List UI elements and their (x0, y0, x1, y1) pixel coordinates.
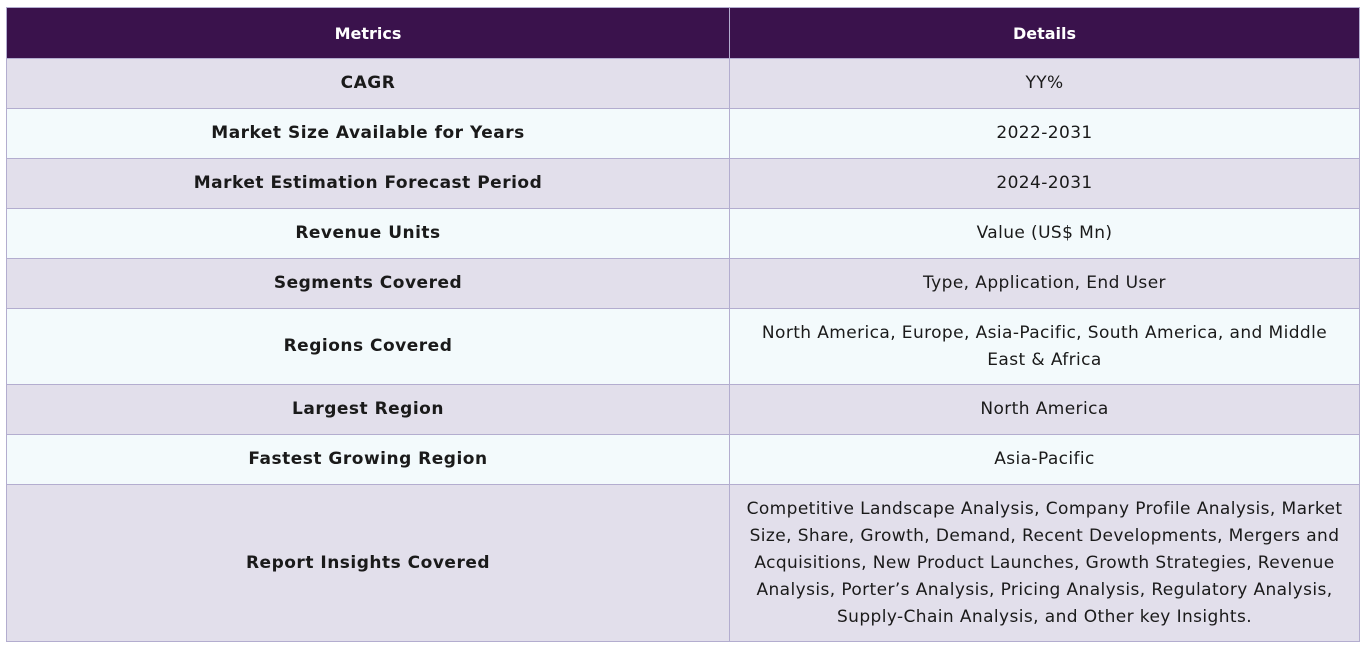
table-row: CAGR YY% (6, 58, 1360, 109)
column-header-metrics: Metrics (6, 7, 730, 59)
table-row: Regions Covered North America, Europe, A… (6, 308, 1360, 385)
table-row: Report Insights Covered Competitive Land… (6, 484, 1360, 642)
report-metrics-table: Metrics Details CAGR YY% Market Size Ava… (6, 7, 1360, 642)
detail-cell: Value (US$ Mn) (729, 208, 1360, 259)
detail-cell: Type, Application, End User (729, 258, 1360, 309)
column-header-details: Details (729, 7, 1360, 59)
detail-cell: YY% (729, 58, 1360, 109)
detail-cell: 2024-2031 (729, 158, 1360, 209)
metric-cell: Revenue Units (6, 208, 730, 259)
table-row: Market Size Available for Years 2022-203… (6, 108, 1360, 159)
table-row: Market Estimation Forecast Period 2024-2… (6, 158, 1360, 209)
detail-cell: North America (729, 384, 1360, 435)
table-row: Fastest Growing Region Asia-Pacific (6, 434, 1360, 485)
table-header-row: Metrics Details (6, 7, 1360, 59)
detail-cell: 2022-2031 (729, 108, 1360, 159)
metric-cell: Regions Covered (6, 308, 730, 385)
table-row: Revenue Units Value (US$ Mn) (6, 208, 1360, 259)
table-row: Largest Region North America (6, 384, 1360, 435)
table-row: Segments Covered Type, Application, End … (6, 258, 1360, 309)
detail-cell: North America, Europe, Asia-Pacific, Sou… (729, 308, 1360, 385)
detail-cell: Competitive Landscape Analysis, Company … (729, 484, 1360, 642)
metric-cell: Market Size Available for Years (6, 108, 730, 159)
metric-cell: Largest Region (6, 384, 730, 435)
metric-cell: CAGR (6, 58, 730, 109)
metric-cell: Market Estimation Forecast Period (6, 158, 730, 209)
metric-cell: Report Insights Covered (6, 484, 730, 642)
metric-cell: Fastest Growing Region (6, 434, 730, 485)
report-metrics-table-container: Metrics Details CAGR YY% Market Size Ava… (6, 7, 1360, 642)
detail-cell: Asia-Pacific (729, 434, 1360, 485)
metric-cell: Segments Covered (6, 258, 730, 309)
